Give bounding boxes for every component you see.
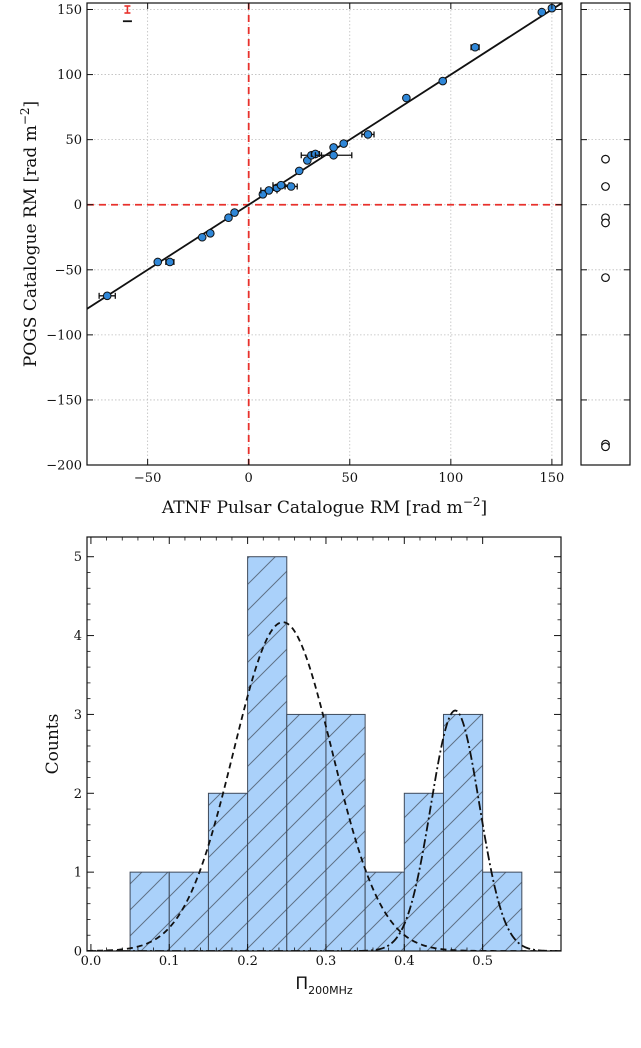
data-point bbox=[153, 257, 163, 267]
x-tick-label: 0.4 bbox=[394, 954, 415, 969]
data-point bbox=[224, 213, 233, 223]
plot-frame bbox=[86, 536, 562, 952]
data-point bbox=[438, 76, 448, 86]
x-tick-label: 0.1 bbox=[159, 954, 180, 969]
x-tick-label: 0.5 bbox=[472, 954, 493, 969]
y-tick-label: 0 bbox=[74, 198, 82, 213]
histogram-bar-hatch bbox=[482, 871, 523, 952]
fit-line bbox=[87, 2, 562, 310]
y-axis-label: POGS Catalogue RM [rad m−2] bbox=[18, 101, 41, 367]
histogram-bar-hatch bbox=[442, 713, 484, 952]
open-point bbox=[601, 442, 610, 452]
y-tick-label: 5 bbox=[74, 550, 82, 565]
x-tick-label: 0.0 bbox=[81, 954, 102, 969]
open-point bbox=[601, 273, 610, 282]
x-tick-label: 0.3 bbox=[316, 954, 337, 969]
open-point bbox=[601, 154, 610, 164]
y-axis-label: Counts bbox=[43, 714, 63, 775]
y-tick-label: −100 bbox=[46, 328, 82, 343]
data-point bbox=[102, 291, 112, 301]
y-tick-label: 100 bbox=[57, 68, 82, 83]
histogram-bar-hatch bbox=[129, 871, 170, 952]
histogram-bar-hatch bbox=[325, 713, 366, 952]
data-point bbox=[264, 186, 274, 195]
data-point bbox=[286, 182, 296, 191]
grid bbox=[581, 9, 630, 466]
y-tick-label: 150 bbox=[57, 3, 82, 18]
axis-ticks: −50 0 50 100 150 −200 −150 −100 −50 0 50 100 150 bbox=[46, 3, 564, 486]
histogram-bar-hatch bbox=[364, 871, 405, 952]
y-tick-label: −50 bbox=[55, 263, 82, 278]
data-point bbox=[205, 229, 215, 238]
axis-ticks: 0.0 0.1 0.2 0.3 0.4 0.5 0 1 2 3 4 5 bbox=[74, 537, 561, 969]
outlier-strip-panel bbox=[580, 2, 631, 466]
histogram-bar-hatch bbox=[168, 871, 209, 952]
data-point bbox=[329, 143, 338, 152]
x-axis-label: Π200MHz bbox=[295, 974, 353, 997]
y-tick-label: 50 bbox=[65, 133, 82, 148]
data-point bbox=[165, 257, 175, 267]
data-point bbox=[339, 139, 349, 148]
data-point bbox=[402, 93, 411, 103]
data-point bbox=[329, 150, 338, 160]
y-tick-label: 3 bbox=[74, 708, 82, 723]
plot-frame bbox=[86, 2, 563, 466]
data-point bbox=[276, 180, 286, 190]
x-tick-label: 150 bbox=[539, 471, 564, 486]
plot-frame bbox=[580, 2, 631, 466]
histogram-panel: 0.0 0.1 0.2 0.3 0.4 0.5 0 1 2 3 4 5 Π200MHz Counts bbox=[43, 536, 562, 997]
y-tick-label: −200 bbox=[46, 459, 82, 474]
open-point bbox=[601, 182, 610, 191]
x-tick-label: 0.2 bbox=[237, 954, 258, 969]
data-point bbox=[470, 42, 480, 52]
data-point bbox=[197, 232, 207, 242]
histogram-bars bbox=[129, 556, 523, 952]
data-point bbox=[363, 130, 373, 139]
data-point bbox=[294, 166, 304, 176]
data-points bbox=[98, 3, 557, 301]
histogram-bar-hatch bbox=[286, 713, 327, 952]
x-axis-label: ATNF Pulsar Catalogue RM [rad m−2] bbox=[161, 495, 487, 518]
data-point bbox=[537, 7, 547, 17]
x-tick-label: −50 bbox=[134, 471, 161, 486]
histogram-bar-hatch bbox=[403, 792, 444, 952]
y-tick-label: 1 bbox=[74, 866, 82, 881]
x-tick-label: 0 bbox=[245, 471, 253, 486]
grid bbox=[87, 3, 562, 466]
open-point bbox=[601, 218, 610, 228]
axis-ticks bbox=[581, 9, 630, 466]
x-tick-label: 100 bbox=[438, 471, 463, 486]
histogram-bar-hatch bbox=[247, 556, 288, 952]
open-points bbox=[601, 154, 610, 452]
legend-errorbars bbox=[122, 5, 132, 23]
y-tick-label: 0 bbox=[74, 945, 82, 960]
y-tick-label: −150 bbox=[46, 393, 82, 408]
gaussian-fit-dashdot bbox=[87, 709, 561, 951]
y-tick-label: 2 bbox=[74, 787, 82, 802]
rm-comparison-panel: −50 0 50 100 150 −200 −150 −100 −50 0 50 100 150 ATN… bbox=[18, 2, 564, 518]
y-tick-label: 4 bbox=[74, 629, 82, 644]
histogram-bar-hatch bbox=[207, 792, 249, 952]
x-tick-label: 50 bbox=[341, 471, 358, 486]
data-point bbox=[230, 208, 239, 217]
